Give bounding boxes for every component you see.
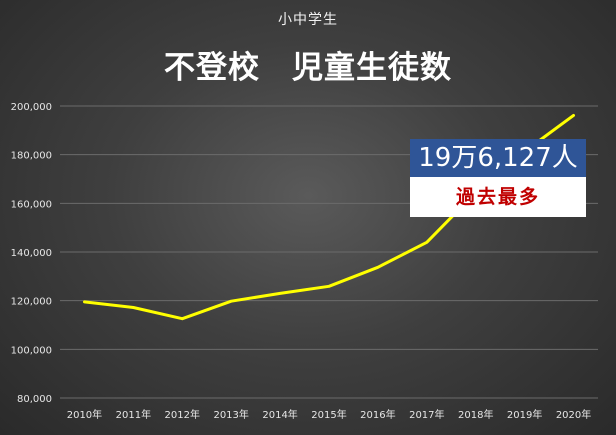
x-tick-label: 2012年 [165, 408, 200, 421]
chart-title: 不登校 児童生徒数 [164, 50, 452, 86]
x-tick-label: 2018年 [458, 408, 493, 421]
x-tick-label: 2010年 [67, 408, 102, 421]
y-tick-label: 200,000 [11, 102, 52, 113]
x-tick-label: 2017年 [409, 408, 444, 421]
y-tick-label: 140,000 [11, 248, 52, 259]
callout-note: 過去最多 [410, 177, 586, 217]
y-tick-label: 160,000 [11, 199, 52, 210]
y-tick-label: 120,000 [11, 297, 52, 308]
x-tick-label: 2014年 [262, 408, 297, 421]
y-tick-label: 80,000 [17, 394, 52, 405]
x-tick-label: 2020年 [556, 408, 591, 421]
x-tick-label: 2016年 [360, 408, 395, 421]
x-tick-label: 2015年 [311, 408, 346, 421]
x-tick-label: 2013年 [213, 408, 248, 421]
x-tick-label: 2011年 [116, 408, 151, 421]
x-axis-labels: 2010年 2011年 2012年 2013年 2014年 2015年 2016年 2017年… [67, 408, 592, 421]
callout-value: 19万6,127人 [410, 139, 586, 177]
y-axis-labels: 80,000 100,000 120,000 140,000 160,000 180,00… [11, 102, 52, 405]
y-tick-label: 100,000 [11, 345, 52, 356]
y-tick-label: 180,000 [11, 151, 52, 162]
chart-subtitle: 小中学生 [278, 12, 338, 28]
x-tick-label: 2019年 [507, 408, 542, 421]
